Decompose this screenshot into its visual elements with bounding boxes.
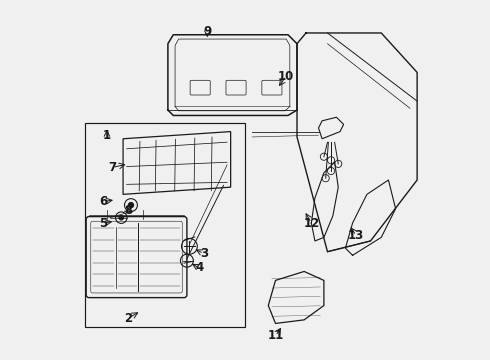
Circle shape [128,203,133,208]
Text: 2: 2 [124,311,132,325]
Text: 9: 9 [203,25,212,38]
Text: 4: 4 [195,261,203,274]
Text: 5: 5 [99,216,107,230]
Text: 3: 3 [200,247,208,260]
Text: 11: 11 [268,329,284,342]
Text: 13: 13 [348,229,364,242]
Text: 1: 1 [103,129,111,142]
Text: 10: 10 [278,69,294,82]
Text: 12: 12 [303,216,319,230]
Text: 6: 6 [99,195,107,208]
Text: 7: 7 [108,161,117,174]
Text: 8: 8 [124,204,133,217]
Circle shape [119,216,123,220]
